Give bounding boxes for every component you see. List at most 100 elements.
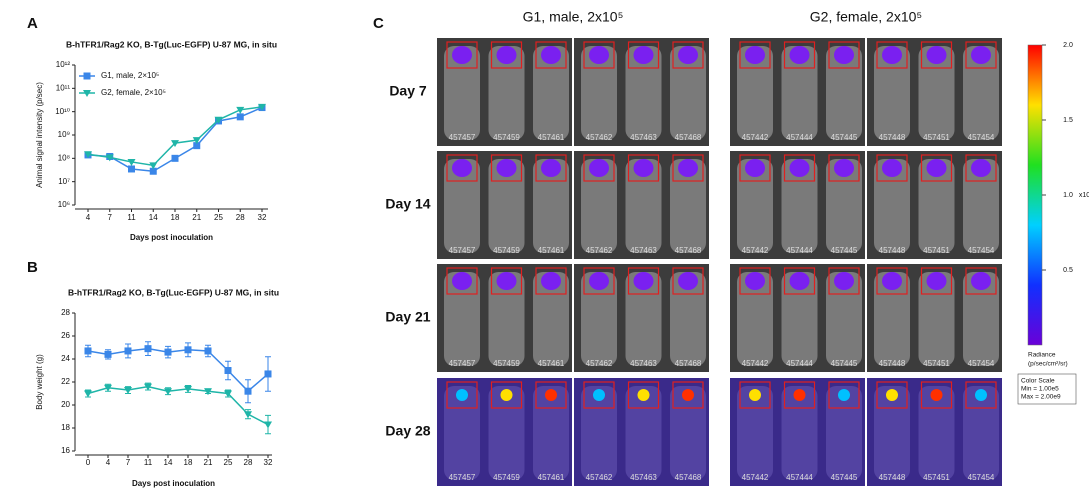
roi-box xyxy=(583,41,615,69)
marker xyxy=(236,106,245,114)
x-axis-label: Days post inoculation xyxy=(132,479,215,488)
signal-blob xyxy=(678,159,698,177)
x-tick-label: 25 xyxy=(224,458,233,467)
mouse xyxy=(488,159,525,253)
signal-blob xyxy=(789,46,810,64)
mouse xyxy=(826,159,862,253)
y-tick-label: 10⁹ xyxy=(58,130,70,139)
mouse-id: 457445 xyxy=(831,473,858,482)
marker xyxy=(224,367,232,374)
roi-box xyxy=(783,154,816,182)
roi-box xyxy=(672,267,704,295)
roi-box xyxy=(535,381,567,409)
signal-blob xyxy=(500,389,513,401)
signal-blob xyxy=(930,389,943,401)
roi-box xyxy=(627,267,660,295)
mouse-id: 457445 xyxy=(831,133,858,142)
mouse xyxy=(874,46,910,140)
signal-blob xyxy=(886,389,898,401)
mouse-id: 457461 xyxy=(538,359,565,368)
marker xyxy=(184,385,192,393)
mouse-id: 457448 xyxy=(879,133,906,142)
roi-box xyxy=(876,381,908,409)
roi-box xyxy=(783,41,816,69)
roi-box xyxy=(739,267,771,295)
x-tick-label: 4 xyxy=(106,458,111,467)
mouse xyxy=(444,386,480,480)
roi-box xyxy=(672,154,704,182)
marker xyxy=(236,113,244,121)
marker xyxy=(144,383,152,391)
roi-box xyxy=(535,267,567,295)
roi-box xyxy=(583,381,615,409)
roi-box xyxy=(490,267,523,295)
roi-box xyxy=(920,41,953,69)
roi-box xyxy=(920,154,953,182)
mouse xyxy=(444,46,480,140)
signal-blob xyxy=(745,46,765,64)
roi-box xyxy=(490,154,523,182)
mouse xyxy=(781,46,818,140)
mouse-id: 457454 xyxy=(968,473,995,482)
signal-blob xyxy=(589,46,609,64)
mouse-id: 457445 xyxy=(831,246,858,255)
mouse xyxy=(826,46,862,140)
mouse xyxy=(581,159,617,253)
signal-blob xyxy=(452,272,472,290)
signal-blob xyxy=(456,389,468,401)
marker xyxy=(193,142,201,150)
roi-box xyxy=(672,381,704,409)
x-tick-label: 11 xyxy=(127,213,136,222)
mouse-id: 457461 xyxy=(538,473,565,482)
mouse-id: 457451 xyxy=(923,246,950,255)
signal-blob xyxy=(834,272,854,290)
marker xyxy=(84,347,92,355)
marker xyxy=(84,390,92,398)
mouse xyxy=(625,272,662,366)
signal-blob xyxy=(633,272,654,290)
mouse xyxy=(918,272,955,366)
marker xyxy=(128,165,135,173)
mouse xyxy=(737,386,773,480)
colorbar-tick-label: 1.0 xyxy=(1063,192,1073,199)
roi-box xyxy=(965,154,997,182)
y-tick-label: 28 xyxy=(61,308,70,317)
colorbar-tick-label: 1.5 xyxy=(1063,117,1073,124)
group-title: G1, male, 2x10⁵ xyxy=(523,9,624,25)
mouse-id: 457459 xyxy=(493,473,520,482)
x-tick-label: 21 xyxy=(204,458,213,467)
y-tick-label: 10⁷ xyxy=(58,177,70,186)
colorbar xyxy=(1027,44,1043,346)
legend-label: G2, female, 2×10⁵ xyxy=(101,88,166,97)
marker xyxy=(204,388,212,396)
x-tick-label: 25 xyxy=(214,213,223,222)
signal-blob xyxy=(593,389,605,401)
signal-blob xyxy=(589,159,609,177)
mouse xyxy=(488,46,525,140)
mouse xyxy=(874,272,910,366)
mouse xyxy=(918,46,955,140)
mouse xyxy=(625,159,662,253)
roi-box xyxy=(535,154,567,182)
marker xyxy=(127,158,136,166)
signal-blob xyxy=(834,159,854,177)
signal-blob xyxy=(971,46,991,64)
roi-box xyxy=(446,154,478,182)
roi-box xyxy=(965,267,997,295)
marker xyxy=(105,154,114,162)
mouse-id: 457468 xyxy=(675,246,702,255)
mouse xyxy=(737,159,773,253)
roi-box xyxy=(920,381,953,409)
mouse xyxy=(670,159,706,253)
roi-box xyxy=(446,41,478,69)
signal-blob xyxy=(545,389,557,401)
marker xyxy=(204,347,212,355)
mouse-id: 457448 xyxy=(879,473,906,482)
signal-blob xyxy=(926,46,947,64)
mouse-id: 457461 xyxy=(538,246,565,255)
marker xyxy=(104,384,112,392)
mouse-id: 457462 xyxy=(586,133,613,142)
colorbar-title: Radiance xyxy=(1028,352,1056,359)
mouse-id: 457445 xyxy=(831,359,858,368)
mouse xyxy=(874,386,910,480)
